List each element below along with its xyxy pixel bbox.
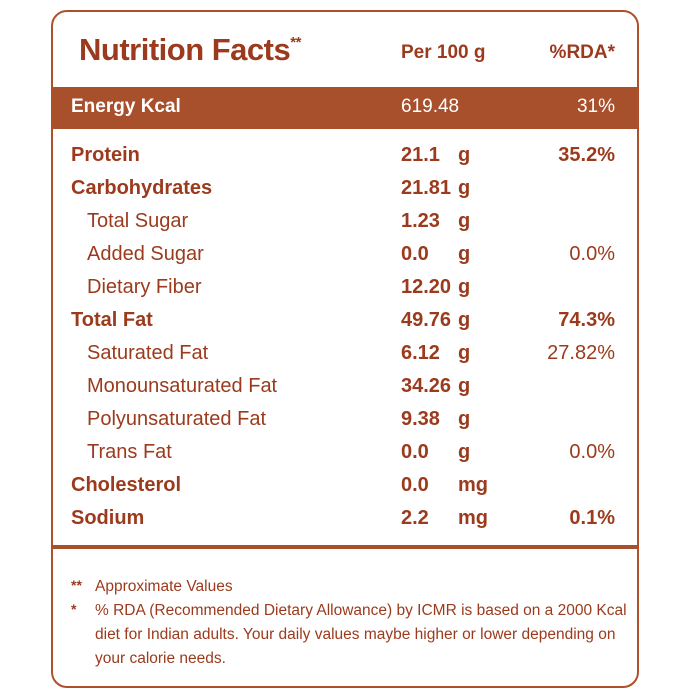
nutrient-row: Total Fat 49.76 g 74.3% bbox=[53, 303, 637, 336]
nutrient-unit: g bbox=[458, 276, 471, 298]
nutrient-row: Carbohydrates 21.81 g bbox=[53, 171, 637, 204]
nutrient-row: Added Sugar 0.0 g 0.0% bbox=[53, 237, 637, 270]
footnote-mark: ** bbox=[71, 577, 82, 593]
nutrient-unit: g bbox=[458, 408, 471, 430]
nutrient-label: Saturated Fat bbox=[87, 342, 209, 364]
title-footnote-mark: ** bbox=[290, 34, 301, 51]
rda-heading: %RDA* bbox=[549, 42, 615, 63]
nutrient-rda: 27.82% bbox=[547, 342, 615, 364]
nutrient-label: Total Fat bbox=[71, 309, 153, 331]
nutrient-row: Saturated Fat 6.12 g 27.82% bbox=[53, 336, 637, 369]
nutrient-label: Monounsaturated Fat bbox=[87, 375, 278, 397]
panel-title-text: Nutrition Facts bbox=[79, 32, 291, 67]
footnote-text: % RDA (Recommended Dietary Allowance) by… bbox=[95, 602, 627, 667]
nutrient-row: Polyunsaturated Fat 9.38 g bbox=[53, 402, 637, 435]
footnote-mark: * bbox=[71, 601, 77, 617]
nutrient-row: Dietary Fiber 12.20 g bbox=[53, 270, 637, 303]
nutrient-row: Monounsaturated Fat 34.26 g bbox=[53, 369, 637, 402]
nutrient-rda: 0.1% bbox=[569, 507, 615, 529]
nutrient-unit: mg bbox=[458, 474, 488, 496]
nutrient-value: 21.81 bbox=[401, 177, 452, 199]
nutrient-rda: 0.0% bbox=[569, 243, 615, 265]
nutrient-value: 1.23 bbox=[401, 210, 440, 232]
nutrient-unit: g bbox=[458, 210, 471, 232]
nutrient-unit: g bbox=[458, 177, 471, 199]
footnotes: ** Approximate Values * % RDA (Recommended … bbox=[71, 575, 631, 671]
energy-rda: 31% bbox=[576, 96, 615, 117]
nutrient-unit: g bbox=[458, 243, 471, 265]
nutrient-row: Sodium 2.2 mg 0.1% bbox=[53, 501, 637, 534]
nutrient-label: Protein bbox=[71, 144, 140, 166]
footnote-text: Approximate Values bbox=[95, 578, 233, 595]
nutrient-label: Total Sugar bbox=[87, 210, 189, 232]
footnote: ** Approximate Values bbox=[71, 575, 631, 599]
nutrition-facts-panel: Nutrition Facts** Per 100 g %RDA* Energy… bbox=[51, 10, 639, 688]
energy-row: Energy Kcal 619.48 31% bbox=[53, 87, 637, 129]
panel-title: Nutrition Facts** bbox=[79, 32, 301, 68]
nutrient-unit: g bbox=[458, 375, 471, 397]
nutrient-value: 0.0 bbox=[401, 474, 429, 496]
nutrient-row: Protein 21.1 g 35.2% bbox=[53, 138, 637, 171]
nutrient-label: Added Sugar bbox=[87, 243, 204, 265]
nutrient-unit: g bbox=[458, 309, 471, 331]
nutrient-rda: 0.0% bbox=[569, 441, 615, 463]
nutrient-label: Sodium bbox=[71, 507, 145, 529]
nutrient-value: 9.38 bbox=[401, 408, 440, 430]
nutrient-unit: g bbox=[458, 342, 471, 364]
nutrient-value: 0.0 bbox=[401, 441, 429, 463]
nutrient-unit: g bbox=[458, 441, 471, 463]
nutrient-row: Cholesterol 0.0 mg bbox=[53, 468, 637, 501]
nutrient-row: Trans Fat 0.0 g 0.0% bbox=[53, 435, 637, 468]
nutrient-rda: 74.3% bbox=[558, 309, 615, 331]
nutrient-value: 49.76 bbox=[401, 309, 452, 331]
nutrient-unit: g bbox=[458, 144, 471, 166]
footer-divider bbox=[53, 545, 637, 549]
nutrient-value: 0.0 bbox=[401, 243, 429, 265]
nutrient-unit: mg bbox=[458, 507, 488, 529]
footnote: * % RDA (Recommended Dietary Allowance) b… bbox=[71, 599, 631, 671]
energy-label: Energy Kcal bbox=[71, 96, 181, 117]
nutrient-row: Total Sugar 1.23 g bbox=[53, 204, 637, 237]
energy-value: 619.48 bbox=[401, 96, 460, 117]
nutrient-label: Polyunsaturated Fat bbox=[87, 408, 266, 430]
nutrient-value: 6.12 bbox=[401, 342, 440, 364]
nutrient-label: Trans Fat bbox=[87, 441, 172, 463]
nutrition-header: Nutrition Facts** Per 100 g %RDA* bbox=[53, 12, 637, 82]
nutrient-value: 21.1 bbox=[401, 144, 440, 166]
nutrient-rda: 35.2% bbox=[558, 144, 615, 166]
nutrient-value: 2.2 bbox=[401, 507, 429, 529]
per-100g-heading: Per 100 g bbox=[401, 42, 486, 63]
nutrient-rows: Protein 21.1 g 35.2% Carbohydrates 21.81 g Tota… bbox=[53, 138, 637, 534]
nutrient-label: Carbohydrates bbox=[71, 177, 213, 199]
nutrient-label: Dietary Fiber bbox=[87, 276, 202, 298]
nutrient-value: 34.26 bbox=[401, 375, 452, 397]
nutrient-label: Cholesterol bbox=[71, 474, 182, 496]
nutrient-value: 12.20 bbox=[401, 276, 452, 298]
